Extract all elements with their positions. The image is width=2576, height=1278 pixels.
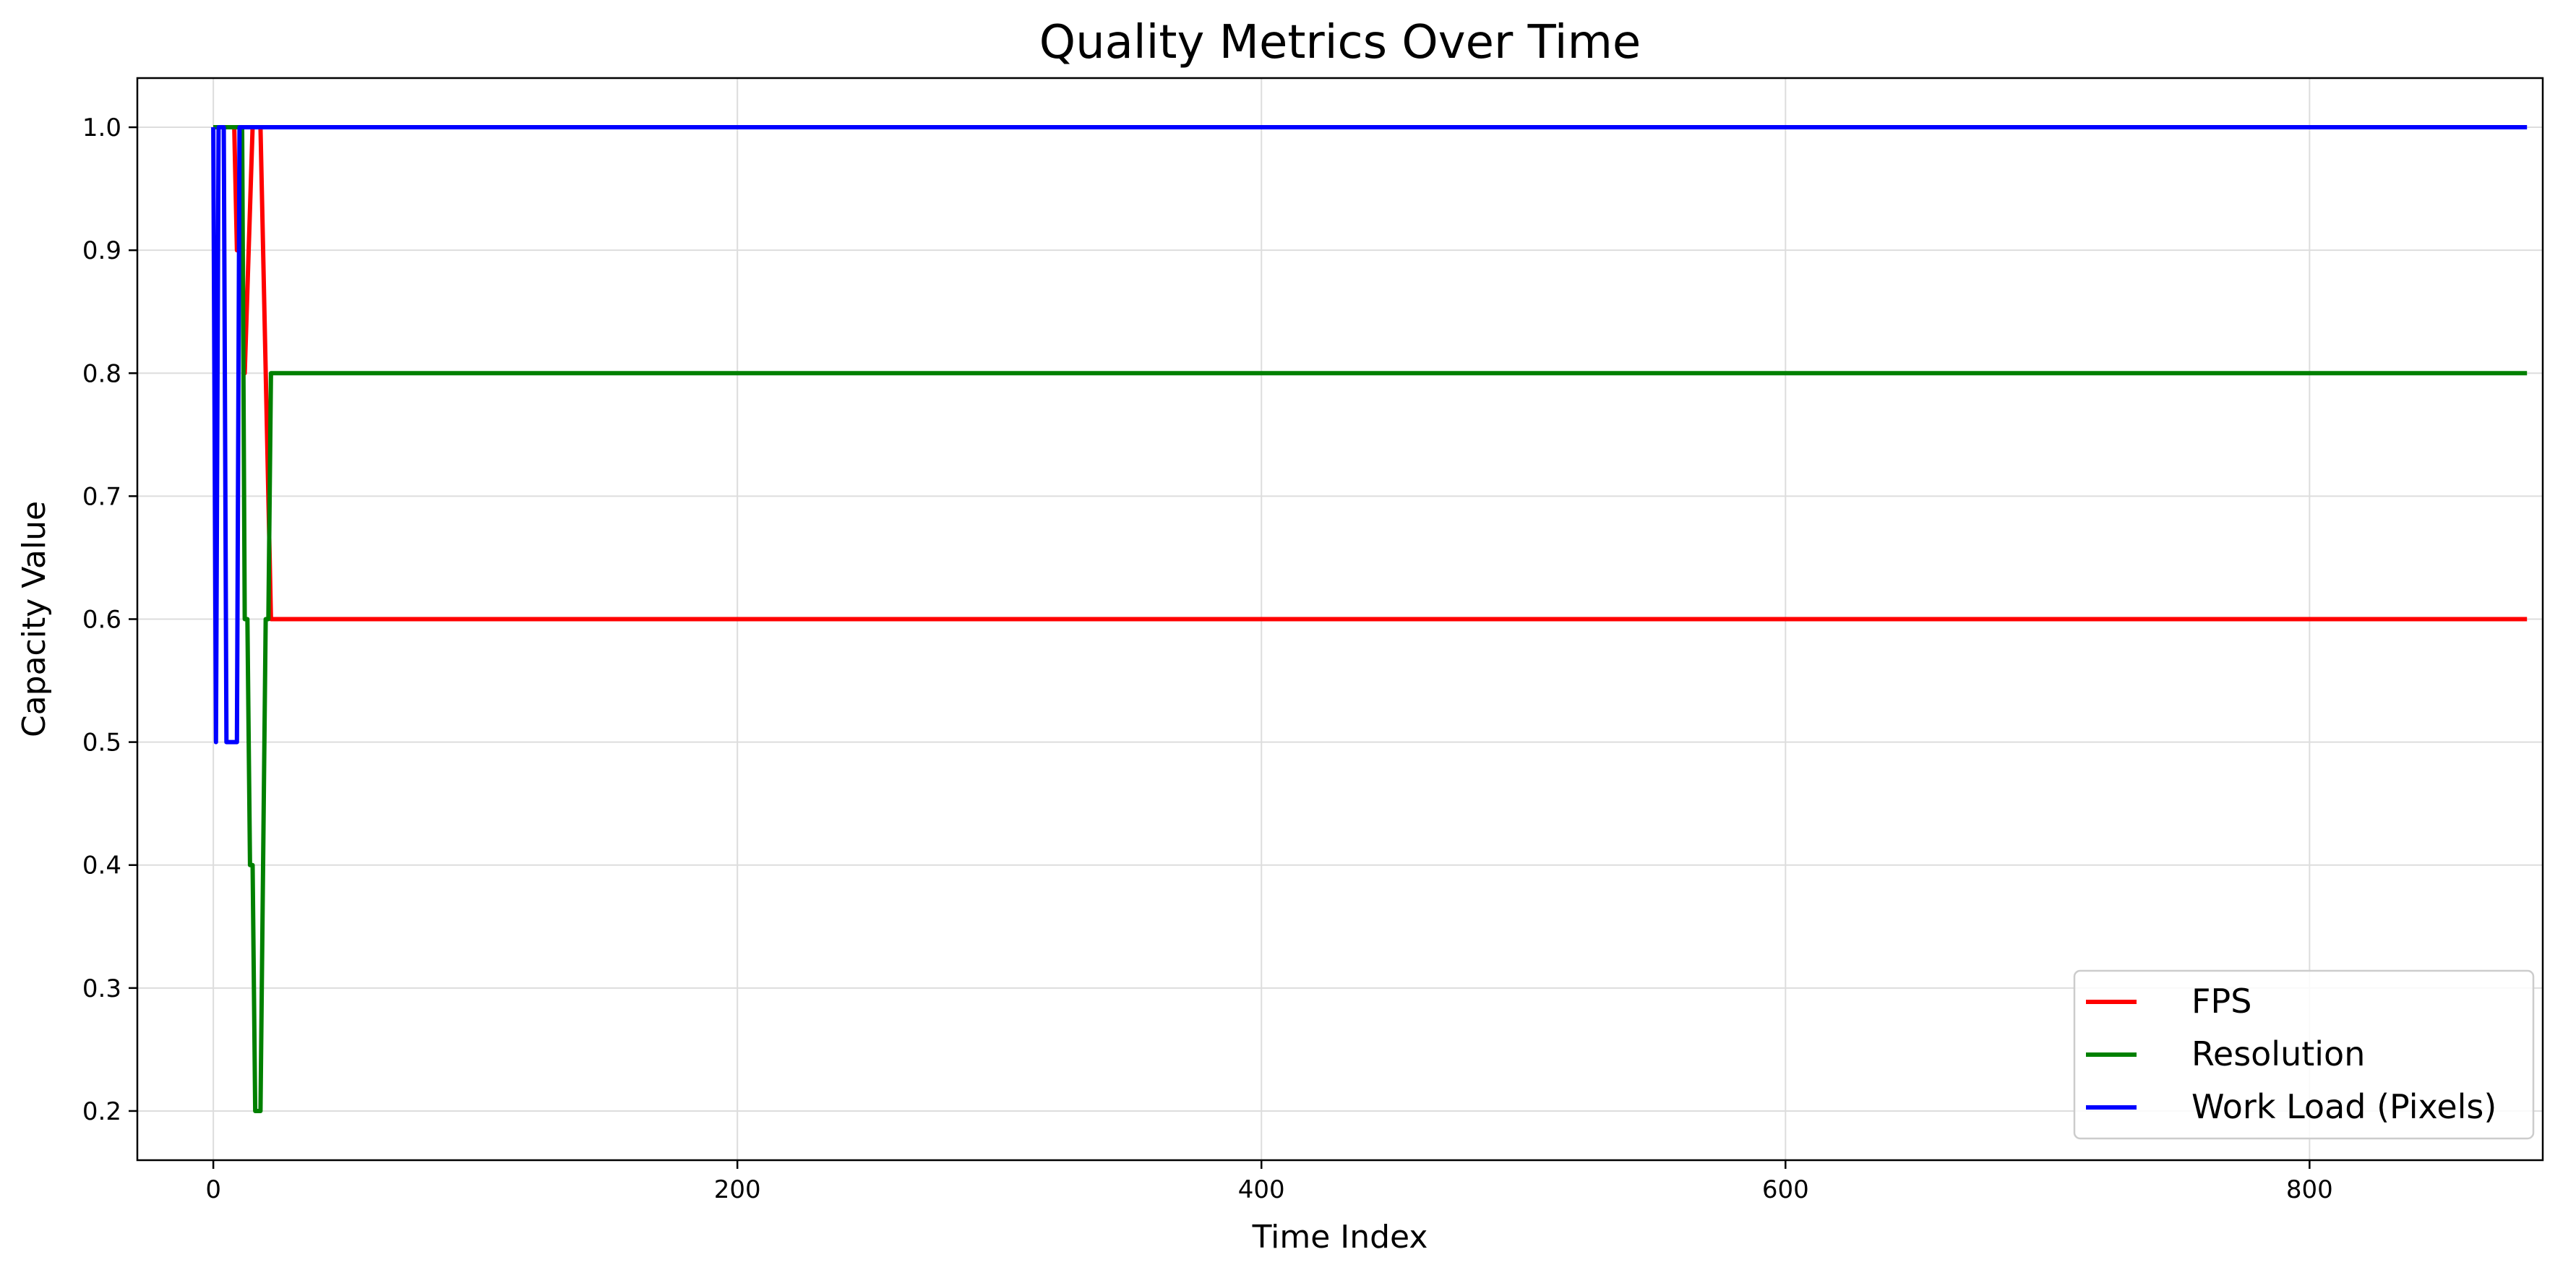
legend-entry: Resolution (2191, 1034, 2365, 1073)
y-axis-label: Capacity Value (16, 501, 53, 737)
y-tick-label: 0.4 (82, 852, 121, 880)
series-layer (211, 125, 2528, 1113)
y-tick-label: 0.2 (82, 1097, 121, 1126)
x-tick-label: 400 (1238, 1175, 1285, 1204)
legend-box (2073, 969, 2535, 1140)
ticks-layer: 0 200 400 600 800 0.2 0.3 0.4 0.5 0.6 0.7 0.8 0.9 1.0 (82, 113, 2333, 1204)
legend: FPS Resolution Work Load (Pixels) (2073, 969, 2535, 1140)
x-tick-label: 600 (1762, 1175, 1809, 1204)
x-tick-label: 200 (714, 1175, 761, 1204)
y-tick-label: 1.0 (82, 113, 121, 142)
y-tick-label: 0.6 (82, 606, 121, 635)
y-tick-label: 0.8 (82, 359, 121, 388)
legend-entry: FPS (2191, 982, 2251, 1021)
x-tick-label: 800 (2286, 1175, 2333, 1204)
chart-title: Quality Metrics Over Time (1039, 16, 1641, 69)
y-tick-label: 0.5 (82, 729, 121, 758)
y-tick-label: 0.7 (82, 482, 121, 511)
x-tick-label: 0 (205, 1175, 221, 1204)
y-tick-label: 0.9 (82, 236, 121, 265)
x-axis-label: Time Index (1252, 1219, 1428, 1256)
series-line-work-load-pixels (211, 125, 2528, 745)
series-line-resolution (213, 125, 2528, 1113)
y-tick-label: 0.3 (82, 974, 121, 1003)
legend-entry: Work Load (Pixels) (2191, 1087, 2496, 1126)
